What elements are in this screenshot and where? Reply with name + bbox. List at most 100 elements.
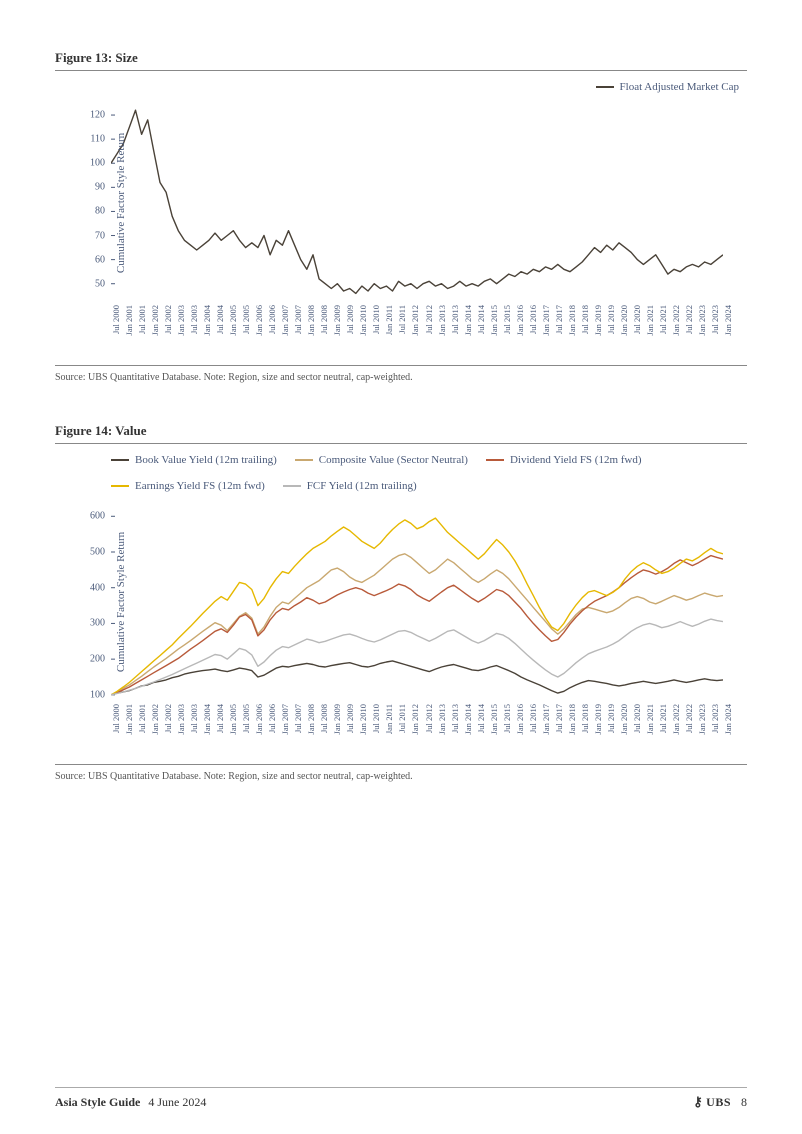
x-tick: Jul 2022 xyxy=(684,704,694,733)
x-tick: Jul 2000 xyxy=(111,305,121,334)
y-tick: 600 xyxy=(90,511,105,522)
figure-13-chart-wrapper: Float Adjusted Market Cap Cumulative Fac… xyxy=(55,81,747,366)
legend-item: Earnings Yield FS (12m fwd) xyxy=(111,480,265,492)
x-tick: Jan 2024 xyxy=(723,704,733,734)
y-axis-label: Cumulative Factor Style Return xyxy=(115,133,127,273)
x-tick: Jul 2000 xyxy=(111,704,121,733)
x-tick: Jan 2010 xyxy=(358,704,368,734)
footer-left: Asia Style Guide 4 June 2024 xyxy=(55,1095,206,1110)
figure-13-source: Source: UBS Quantitative Database. Note:… xyxy=(55,372,747,383)
y-tick: 100 xyxy=(90,689,105,700)
x-tick: Jul 2015 xyxy=(502,305,512,334)
x-tick: Jul 2020 xyxy=(632,305,642,334)
x-tick: Jan 2016 xyxy=(515,704,525,734)
x-tick: Jul 2015 xyxy=(502,704,512,733)
x-tick: Jan 2016 xyxy=(515,305,525,335)
figure-14-title: Figure 14: Value xyxy=(55,423,747,444)
x-tick: Jan 2015 xyxy=(489,704,499,734)
x-tick: Jul 2017 xyxy=(554,704,564,733)
x-tick: Jan 2009 xyxy=(332,704,342,734)
x-tick: Jan 2011 xyxy=(384,704,394,734)
x-tick: Jul 2006 xyxy=(267,704,277,733)
x-tick: Jan 2022 xyxy=(671,305,681,335)
figure-14-source: Source: UBS Quantitative Database. Note:… xyxy=(55,771,747,782)
x-tick: Jul 2010 xyxy=(371,305,381,334)
x-tick: Jul 2003 xyxy=(189,305,199,334)
y-tick: 50 xyxy=(95,278,105,289)
x-tick: Jan 2012 xyxy=(410,704,420,734)
legend-item: Book Value Yield (12m trailing) xyxy=(111,454,277,466)
x-tick: Jul 2011 xyxy=(397,305,407,334)
x-tick: Jan 2019 xyxy=(593,704,603,734)
y-tick: 100 xyxy=(90,158,105,169)
x-tick: Jul 2009 xyxy=(345,305,355,334)
figure-13-title: Figure 13: Size xyxy=(55,50,747,71)
x-tick: Jan 2010 xyxy=(358,305,368,335)
series-line xyxy=(111,556,723,695)
x-tick: Jul 2004 xyxy=(215,305,225,334)
series-line xyxy=(111,110,723,293)
figure-14-legend: Book Value Yield (12m trailing) Composite… xyxy=(55,454,695,492)
x-tick: Jan 2024 xyxy=(723,305,733,335)
ubs-keys-icon: ⚷ xyxy=(693,1094,703,1110)
x-tick: Jan 2023 xyxy=(697,704,707,734)
y-tick: 60 xyxy=(95,254,105,265)
x-tick: Jan 2021 xyxy=(645,704,655,734)
series-line xyxy=(111,661,723,695)
figure-14-chart-wrapper: Book Value Yield (12m trailing) Composite… xyxy=(55,454,747,765)
figure-14-block: Figure 14: Value Book Value Yield (12m t… xyxy=(55,423,747,782)
footer-right: ⚷ UBS 8 xyxy=(693,1094,747,1110)
legend-label: Earnings Yield FS (12m fwd) xyxy=(135,480,265,492)
x-tick: Jan 2008 xyxy=(306,305,316,335)
legend-swatch xyxy=(486,459,504,461)
y-axis-label: Cumulative Factor Style Return xyxy=(115,532,127,672)
legend-swatch xyxy=(596,86,614,88)
x-tick: Jul 2023 xyxy=(710,305,720,334)
legend-item: FCF Yield (12m trailing) xyxy=(283,480,417,492)
legend-swatch xyxy=(111,485,129,487)
legend-swatch xyxy=(283,485,301,487)
x-tick: Jul 2002 xyxy=(163,704,173,733)
legend-label: Composite Value (Sector Neutral) xyxy=(319,454,468,466)
x-tick: Jul 2016 xyxy=(528,305,538,334)
x-tick: Jul 2019 xyxy=(606,704,616,733)
x-tick: Jul 2005 xyxy=(241,305,251,334)
legend-swatch xyxy=(111,459,129,461)
x-tick: Jan 2011 xyxy=(384,305,394,335)
x-tick: Jul 2009 xyxy=(345,704,355,733)
x-tick: Jul 2001 xyxy=(137,704,147,733)
footer-date: 4 June 2024 xyxy=(148,1095,206,1110)
x-tick: Jan 2014 xyxy=(463,305,473,335)
x-tick: Jul 2017 xyxy=(554,305,564,334)
x-tick: Jan 2006 xyxy=(254,704,264,734)
x-tick: Jan 2001 xyxy=(124,305,134,335)
x-tick: Jan 2018 xyxy=(567,305,577,335)
x-tick: Jan 2013 xyxy=(437,704,447,734)
x-tick: Jul 2014 xyxy=(476,704,486,733)
x-tick: Jul 2018 xyxy=(580,305,590,334)
footer-title: Asia Style Guide xyxy=(55,1095,140,1110)
legend-swatch xyxy=(295,459,313,461)
legend-item: Composite Value (Sector Neutral) xyxy=(295,454,468,466)
x-tick: Jul 2021 xyxy=(658,704,668,733)
x-tick: Jan 2017 xyxy=(541,704,551,734)
x-tick: Jul 2020 xyxy=(632,704,642,733)
x-tick: Jul 2022 xyxy=(684,305,694,334)
x-tick: Jul 2006 xyxy=(267,305,277,334)
x-tick: Jul 2011 xyxy=(397,704,407,733)
y-tick: 80 xyxy=(95,206,105,217)
figure-13-block: Figure 13: Size Float Adjusted Market Ca… xyxy=(55,50,747,383)
x-tick: Jul 2014 xyxy=(476,305,486,334)
x-tick: Jan 2022 xyxy=(671,704,681,734)
x-tick: Jan 2006 xyxy=(254,305,264,335)
figure-13-legend: Float Adjusted Market Cap xyxy=(55,81,747,93)
page-footer: Asia Style Guide 4 June 2024 ⚷ UBS 8 xyxy=(55,1087,747,1110)
x-tick: Jul 2008 xyxy=(319,305,329,334)
page-number: 8 xyxy=(741,1095,747,1110)
x-tick: Jan 2002 xyxy=(150,704,160,734)
legend-label: Float Adjusted Market Cap xyxy=(620,81,739,93)
x-tick: Jan 2005 xyxy=(228,305,238,335)
x-tick: Jan 2003 xyxy=(176,305,186,335)
x-tick: Jan 2014 xyxy=(463,704,473,734)
x-tick: Jul 2007 xyxy=(293,305,303,334)
